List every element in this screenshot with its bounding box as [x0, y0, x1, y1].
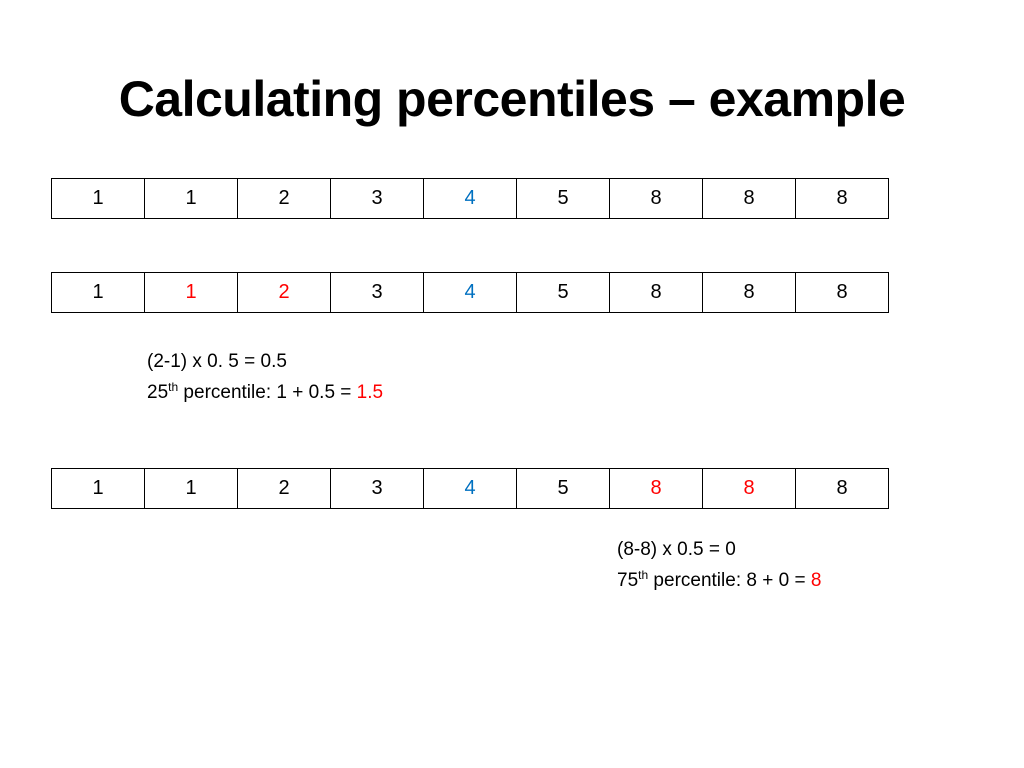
table-cell: 5 [516, 272, 610, 313]
table-cell: 1 [51, 178, 145, 219]
table-cell: 8 [795, 468, 889, 509]
table-cell: 8 [609, 468, 703, 509]
table-cell: 3 [330, 272, 424, 313]
ordinal-suffix: th [168, 380, 179, 394]
table-cell: 4 [423, 468, 517, 509]
table-cell: 3 [330, 468, 424, 509]
table-cell: 8 [795, 178, 889, 219]
table-cell: 8 [609, 272, 703, 313]
calc-text: percentile: 8 + 0 = [648, 570, 811, 591]
table-cell: 8 [702, 178, 796, 219]
calc-formula: (8-8) x 0.5 = 0 [617, 539, 736, 560]
table-cell: 8 [795, 272, 889, 313]
calc-text: percentile: 1 + 0.5 = [178, 382, 357, 403]
table-cell: 2 [237, 178, 331, 219]
percentile-25-calculation: (2-1) x 0. 5 = 0.5 25th percentile: 1 + … [147, 346, 383, 408]
percentile-number: 75 [617, 570, 639, 591]
percentile-75-calculation: (8-8) x 0.5 = 0 75th percentile: 8 + 0 =… [617, 534, 821, 596]
percentile-number: 25 [147, 382, 169, 403]
calc-result-line: 25th percentile: 1 + 0.5 = 1.5 [147, 377, 383, 408]
table-cell: 1 [144, 468, 238, 509]
table-cell: 4 [423, 272, 517, 313]
table-cell: 2 [237, 468, 331, 509]
data-row-table-1: 1 1 2 3 4 5 8 8 8 [51, 178, 889, 219]
calc-result-line: 75th percentile: 8 + 0 = 8 [617, 565, 821, 596]
table-cell: 1 [144, 272, 238, 313]
table-cell: 1 [144, 178, 238, 219]
slide-title: Calculating percentiles – example [118, 71, 906, 127]
table-cell: 1 [51, 272, 145, 313]
table-cell: 5 [516, 178, 610, 219]
data-row-table-2: 1 1 2 3 4 5 8 8 8 [51, 272, 889, 313]
table-row: 1 1 2 3 4 5 8 8 8 [51, 178, 889, 219]
calc-formula: (2-1) x 0. 5 = 0.5 [147, 351, 287, 372]
table-cell: 1 [51, 468, 145, 509]
ordinal-suffix: th [638, 568, 649, 582]
table-cell: 8 [609, 178, 703, 219]
table-cell: 8 [702, 468, 796, 509]
table-cell: 8 [702, 272, 796, 313]
table-row: 1 1 2 3 4 5 8 8 8 [51, 272, 889, 313]
table-cell: 4 [423, 178, 517, 219]
table-row: 1 1 2 3 4 5 8 8 8 [51, 468, 889, 509]
data-row-table-3: 1 1 2 3 4 5 8 8 8 [51, 468, 889, 509]
table-cell: 5 [516, 468, 610, 509]
table-cell: 2 [237, 272, 331, 313]
calc-result: 1.5 [356, 382, 384, 403]
calc-result: 8 [810, 570, 822, 591]
table-cell: 3 [330, 178, 424, 219]
